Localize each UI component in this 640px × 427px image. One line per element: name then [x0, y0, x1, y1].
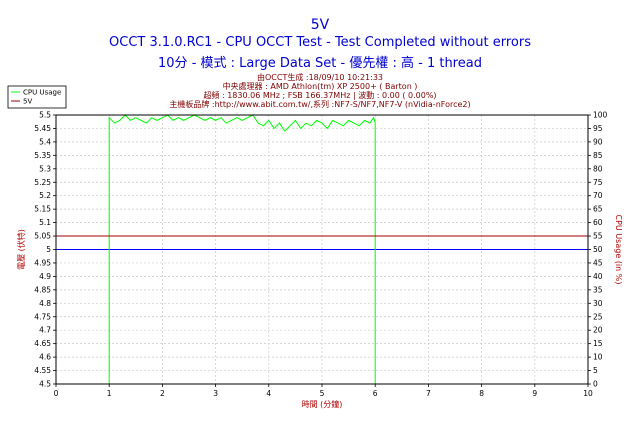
x-tick-label: 8	[479, 389, 484, 398]
y-tick-label: 5.1	[39, 218, 51, 227]
info-generated: 由OCCT生成 :18/09/10 10:21:33	[257, 73, 383, 82]
y2-tick-label: 80	[593, 164, 603, 173]
chart-subtitle-test-mode: 10分 - 模式 : Large Data Set - 優先權 : 高 - 1 …	[158, 56, 482, 71]
x-axis-label: 時間 (分鐘)	[302, 399, 343, 409]
y-tick-label: 4.75	[34, 312, 51, 321]
legend: CPU Usage 5V	[7, 85, 67, 109]
series-layer	[56, 114, 588, 385]
y-tick-label: 4.55	[34, 366, 51, 375]
y-axis-label: 電壓 (伏特)	[16, 229, 26, 270]
y2-tick-label: 10	[593, 353, 603, 362]
x-tick-label: 0	[54, 389, 59, 398]
y-tick-label: 5.05	[34, 232, 51, 241]
y2-tick-label: 45	[593, 258, 603, 267]
y2-tick-label: 100	[593, 111, 608, 120]
y-tick-label: 5.2	[39, 191, 51, 200]
y2-tick-label: 60	[593, 218, 603, 227]
y2-tick-label: 75	[593, 178, 603, 187]
x-tick-label: 3	[213, 389, 218, 398]
y-tick-label: 5.15	[34, 205, 51, 214]
y-tick-label: 5.5	[39, 111, 51, 120]
y2-tick-label: 95	[593, 124, 603, 133]
x-tick-label: 2	[160, 389, 165, 398]
y-tick-label: 4.6	[39, 353, 51, 362]
y-tick-label: 5	[46, 245, 51, 254]
y-tick-label: 4.9	[39, 272, 51, 281]
y-tick-label: 5.25	[34, 178, 51, 187]
y2-tick-label: 0	[593, 380, 598, 389]
legend-entry-cpu-usage: CPU Usage	[23, 89, 61, 97]
y-tick-label: 5.35	[34, 151, 51, 160]
y-tick-label: 4.5	[39, 380, 51, 389]
y2-tick-label: 35	[593, 285, 603, 294]
series-line-cpu-usage	[56, 114, 588, 385]
legend-box	[7, 85, 67, 109]
x-tick-label: 7	[426, 389, 431, 398]
x-tick-label: 1	[107, 389, 112, 398]
x-tick-label: 9	[532, 389, 537, 398]
y-tick-label: 5.45	[34, 124, 51, 133]
y-tick-label: 4.7	[39, 326, 51, 335]
y-tick-label: 4.95	[34, 258, 51, 267]
y2-tick-label: 50	[593, 245, 603, 254]
y2-tick-label: 65	[593, 205, 603, 214]
x-tick-label: 10	[583, 389, 593, 398]
y2-tick-label: 70	[593, 191, 603, 200]
info-motherboard: 主機板品牌 :http://www.abit.com.tw/,系列 :NF7-S…	[169, 100, 471, 109]
y2-tick-label: 40	[593, 272, 603, 281]
y2-tick-label: 90	[593, 137, 603, 146]
chart-title: 5V	[310, 17, 330, 33]
chart-subtitle: OCCT 3.1.0.RC1 - CPU OCCT Test - Test Co…	[109, 35, 531, 50]
y-tick-label: 4.8	[39, 299, 51, 308]
y-tick-label: 5.4	[39, 137, 51, 146]
y2-axis-label: CPU Usage (in %)	[614, 215, 623, 285]
x-tick-label: 6	[373, 389, 378, 398]
info-frequency: 超頻 : 1830.06 MHz ; FSB 166.37MHz | 波動 : …	[203, 91, 437, 100]
legend-entry-5v: 5V	[23, 98, 32, 106]
y-tick-label: 4.85	[34, 285, 51, 294]
y-tick-label: 5.3	[39, 164, 51, 173]
y-axis-ticks: 4.5 4.55 4.6 4.65 4.7 4.75 4.8 4.85 4.9 4.95 5 5.05…	[34, 111, 56, 389]
x-tick-label: 5	[320, 389, 325, 398]
y-tick-label: 4.65	[34, 339, 51, 348]
x-axis-ticks: 0 1 2 3 4 5 6 7 8 9 10	[54, 384, 593, 398]
y2-tick-label: 55	[593, 232, 603, 241]
y2-axis-ticks: 0 5 10 15 20 25 30 35 40 45 50 55 60 65 70 75 80 85 90 95 10…	[588, 111, 608, 389]
y2-tick-label: 15	[593, 339, 603, 348]
y2-tick-label: 85	[593, 151, 603, 160]
info-cpu: 中央處理器 : AMD Athlon(tm) XP 2500+ ( Barton…	[222, 82, 418, 91]
y2-tick-label: 5	[593, 366, 598, 375]
y2-tick-label: 30	[593, 299, 603, 308]
x-tick-label: 4	[266, 389, 271, 398]
y2-tick-label: 25	[593, 312, 603, 321]
y2-tick-label: 20	[593, 326, 603, 335]
